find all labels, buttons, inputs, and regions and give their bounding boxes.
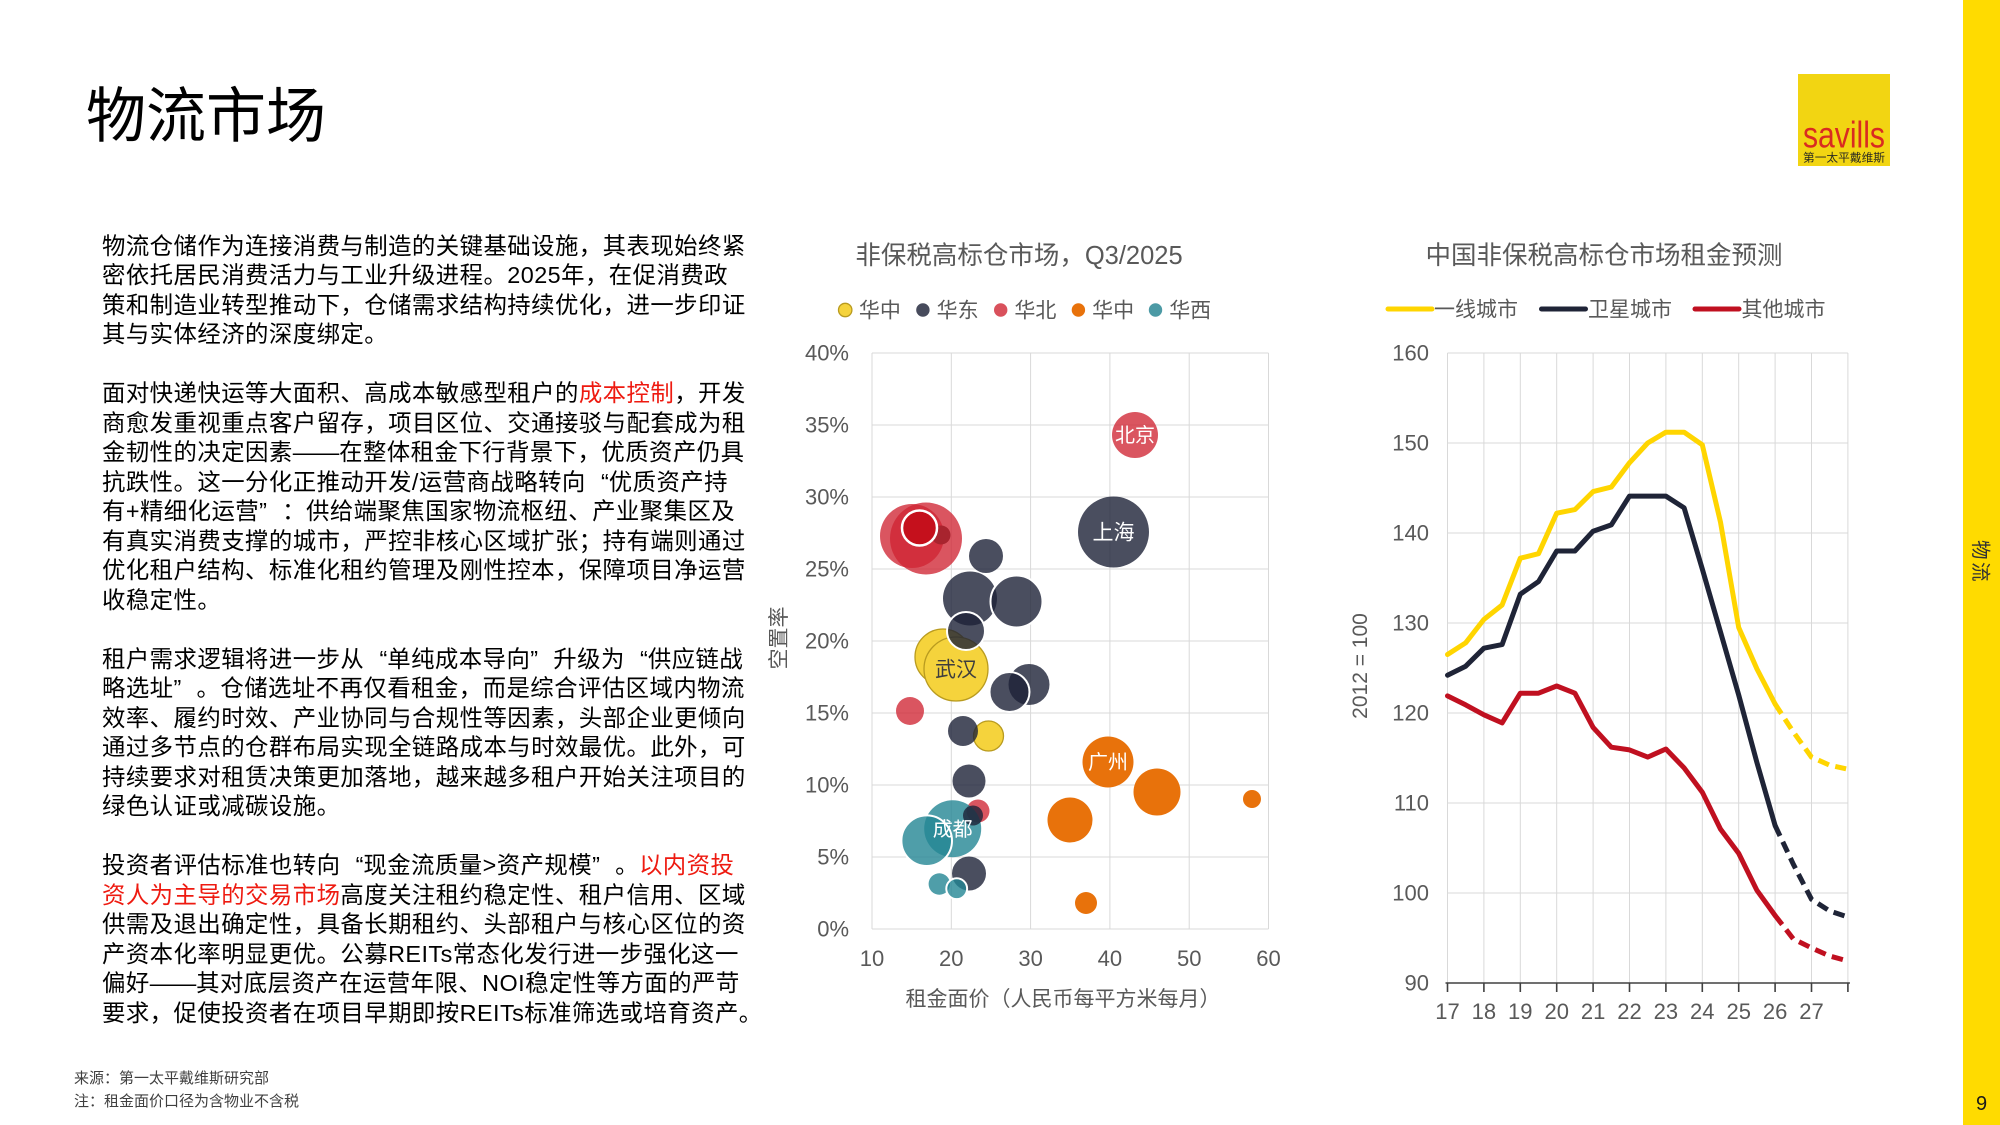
- svg-text:华西: 华西: [1169, 300, 1211, 323]
- svg-text:20%: 20%: [805, 629, 849, 654]
- svg-text:25: 25: [1726, 999, 1750, 1024]
- svg-text:其他城市: 其他城市: [1742, 299, 1826, 322]
- svg-text:武汉: 武汉: [935, 659, 977, 682]
- svg-text:卫星城市: 卫星城市: [1588, 299, 1672, 322]
- svg-text:10: 10: [860, 946, 884, 971]
- svg-text:100: 100: [1392, 881, 1429, 906]
- svg-text:15%: 15%: [805, 701, 849, 726]
- svg-text:租金面价（人民币每平方米每月）: 租金面价（人民币每平方米每月）: [906, 988, 1221, 1011]
- svg-text:22: 22: [1617, 999, 1641, 1024]
- svg-text:60: 60: [1256, 946, 1280, 971]
- svg-text:18: 18: [1472, 999, 1496, 1024]
- svg-text:北京: 北京: [1115, 424, 1155, 447]
- svg-text:140: 140: [1392, 521, 1429, 546]
- svg-text:成都: 成都: [933, 818, 973, 841]
- svg-text:第一太平戴维斯: 第一太平戴维斯: [1803, 151, 1886, 165]
- svg-text:广州: 广州: [1088, 751, 1128, 774]
- svg-text:50: 50: [1177, 946, 1201, 971]
- svg-text:21: 21: [1581, 999, 1605, 1024]
- svg-text:华东: 华东: [937, 300, 979, 323]
- svg-text:26: 26: [1763, 999, 1787, 1024]
- svg-text:130: 130: [1392, 611, 1429, 636]
- svg-text:5%: 5%: [817, 845, 849, 870]
- svg-text:23: 23: [1654, 999, 1678, 1024]
- svg-text:20: 20: [939, 946, 963, 971]
- svg-text:20: 20: [1544, 999, 1568, 1024]
- svg-text:25%: 25%: [805, 557, 849, 582]
- svg-text:160: 160: [1392, 341, 1429, 366]
- svg-text:27: 27: [1799, 999, 1823, 1024]
- svg-text:华北: 华北: [1014, 300, 1056, 323]
- svg-text:0%: 0%: [817, 917, 849, 942]
- svg-text:120: 120: [1392, 701, 1429, 726]
- svg-text:30: 30: [1018, 946, 1042, 971]
- svg-text:110: 110: [1394, 791, 1429, 816]
- svg-text:一线城市: 一线城市: [1434, 299, 1518, 322]
- svg-text:40%: 40%: [805, 341, 849, 366]
- svg-text:非保税高标仓市场，Q3/2025: 非保税高标仓市场，Q3/2025: [855, 242, 1182, 270]
- svg-text:40: 40: [1098, 946, 1122, 971]
- svg-text:90: 90: [1405, 971, 1429, 996]
- svg-text:24: 24: [1690, 999, 1714, 1024]
- svg-text:19: 19: [1508, 999, 1532, 1024]
- svg-text:空置率: 空置率: [768, 607, 791, 670]
- svg-text:150: 150: [1392, 431, 1429, 456]
- svg-text:35%: 35%: [805, 413, 849, 438]
- svg-text:30%: 30%: [805, 485, 849, 510]
- svg-text:17: 17: [1435, 999, 1459, 1024]
- svg-text:华中: 华中: [859, 300, 901, 323]
- svg-text:上海: 上海: [1093, 522, 1135, 545]
- svg-text:10%: 10%: [805, 773, 849, 798]
- svg-text:savills: savills: [1803, 115, 1885, 156]
- svg-text:2012 = 100: 2012 = 100: [1349, 613, 1372, 719]
- svg-text:华中: 华中: [1092, 300, 1134, 323]
- svg-text:中国非保税高标仓市场租金预测: 中国非保税高标仓市场租金预测: [1425, 242, 1782, 270]
